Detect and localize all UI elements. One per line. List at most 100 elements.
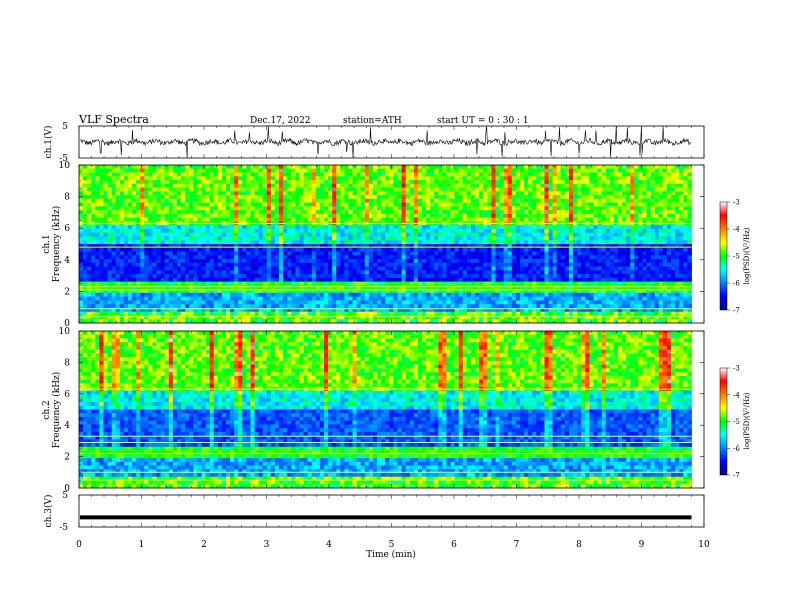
spectrogram-cell: [238, 187, 243, 192]
spectrogram-cell: [123, 277, 129, 283]
spectrogram-cell: [585, 183, 590, 188]
spectrogram-cell: [454, 168, 460, 173]
spectrogram-cell: [340, 270, 345, 275]
spectrogram-cell: [450, 217, 456, 222]
spectrogram-cell: [495, 183, 500, 188]
spectrogram-cell: [638, 274, 643, 279]
spectrogram-cell: [422, 225, 427, 230]
spectrogram-cell: [503, 274, 509, 279]
spectrogram-cell: [634, 206, 639, 211]
spectrogram-cell: [671, 277, 676, 283]
spectrogram-cell: [487, 277, 492, 283]
spectrogram-cell: [450, 251, 456, 256]
spectrogram-cell: [520, 180, 525, 185]
spectrogram-cell: [226, 262, 231, 267]
spectrogram-cell: [364, 213, 370, 219]
spectrogram-cell: [409, 172, 415, 177]
spectrogram-cell: [491, 176, 496, 181]
spectrogram-cell: [377, 165, 382, 170]
spectrogram-cell: [95, 274, 100, 279]
spectrogram-cell: [626, 277, 631, 283]
spectrogram-cell: [454, 195, 460, 200]
spectrogram-cell: [148, 210, 153, 215]
spectrogram-cell: [283, 251, 288, 256]
spectrogram-cell: [364, 240, 370, 245]
spectrogram-cell: [479, 228, 484, 234]
spectrogram-cell: [307, 247, 313, 252]
spectrogram-cell: [307, 281, 313, 286]
spectrogram-cell: [581, 259, 586, 264]
spectrogram-cell: [185, 259, 190, 264]
spectrogram-cell: [552, 228, 558, 234]
spectrogram-cell: [658, 206, 664, 211]
spectrogram-cell: [156, 172, 162, 177]
spectrogram-cell: [266, 217, 272, 222]
spectrogram-cell: [164, 210, 170, 215]
spectrogram-cell: [507, 172, 513, 177]
spectrogram-cell: [569, 172, 574, 177]
spectrogram-cell: [364, 228, 370, 234]
spectrogram-cell: [475, 168, 480, 173]
spectrogram-cell: [511, 247, 517, 252]
spectrogram-cell: [213, 281, 219, 286]
spectrogram-cell: [324, 236, 329, 241]
spectrogram-cell: [299, 251, 304, 256]
spectrogram-cell: [520, 176, 525, 181]
spectrogram-cell: [344, 251, 349, 256]
spectrogram-cell: [377, 191, 382, 196]
spectrogram-cell: [687, 176, 692, 181]
spectrogram-cell: [613, 270, 619, 275]
spectrogram-cell: [671, 202, 676, 207]
spectrogram-cell: [487, 198, 492, 204]
spectrogram-cell: [683, 210, 688, 215]
spectrogram-cell: [189, 165, 194, 170]
spectrogram-cell: [299, 285, 304, 290]
spectrogram-cell: [381, 187, 386, 192]
spectrogram-cell: [189, 228, 194, 234]
spectrogram-cell: [217, 236, 223, 241]
spectrogram-cell: [426, 206, 431, 211]
spectrogram-cell: [683, 206, 688, 211]
spectrogram-cell: [581, 187, 586, 192]
spectrogram-cell: [177, 213, 182, 219]
spectrogram-cell: [189, 210, 194, 215]
spectrogram-cell: [307, 236, 313, 241]
spectrogram-cell: [107, 281, 113, 286]
spectrogram-cell: [450, 244, 456, 249]
spectrogram-cell: [132, 236, 137, 241]
spectrogram-cell: [515, 236, 521, 241]
spectrogram-cell: [209, 183, 215, 188]
spectrogram-cell: [103, 183, 108, 188]
spectrogram-cell: [679, 210, 684, 215]
spectrogram-cell: [213, 195, 219, 200]
spectrogram-cell: [128, 217, 133, 222]
spectrogram-cell: [87, 195, 92, 200]
spectrogram-cell: [683, 183, 688, 188]
spectrogram-cell: [564, 176, 570, 181]
spectrogram-cell: [234, 168, 239, 173]
spectrogram-cell: [136, 251, 141, 256]
spectrogram-cell: [275, 206, 280, 211]
spectrogram-cell: [348, 228, 353, 234]
spectrogram-cell: [275, 251, 280, 256]
spectrogram-cell: [381, 285, 386, 290]
spectrogram-cell: [536, 244, 541, 249]
spectrogram-cell: [605, 225, 611, 230]
spectrogram-cell: [454, 277, 460, 283]
spectrogram-cell: [679, 172, 684, 177]
spectrogram-cell: [385, 285, 390, 290]
spectrogram-cell: [193, 255, 198, 260]
spectrogram-cell: [119, 281, 125, 286]
spectrogram-cell: [336, 236, 341, 241]
spectrogram-cell: [303, 228, 309, 234]
spectrogram-cell: [115, 195, 121, 200]
spectrogram-cell: [168, 244, 174, 249]
spectrogram-cell: [79, 232, 84, 237]
spectrogram-cell: [340, 191, 345, 196]
spectrogram-cell: [658, 176, 664, 181]
spectrogram-cell: [246, 180, 251, 185]
spectrogram-cell: [646, 240, 652, 245]
spectrogram-cell: [597, 172, 603, 177]
spectrogram-cell: [683, 191, 688, 196]
